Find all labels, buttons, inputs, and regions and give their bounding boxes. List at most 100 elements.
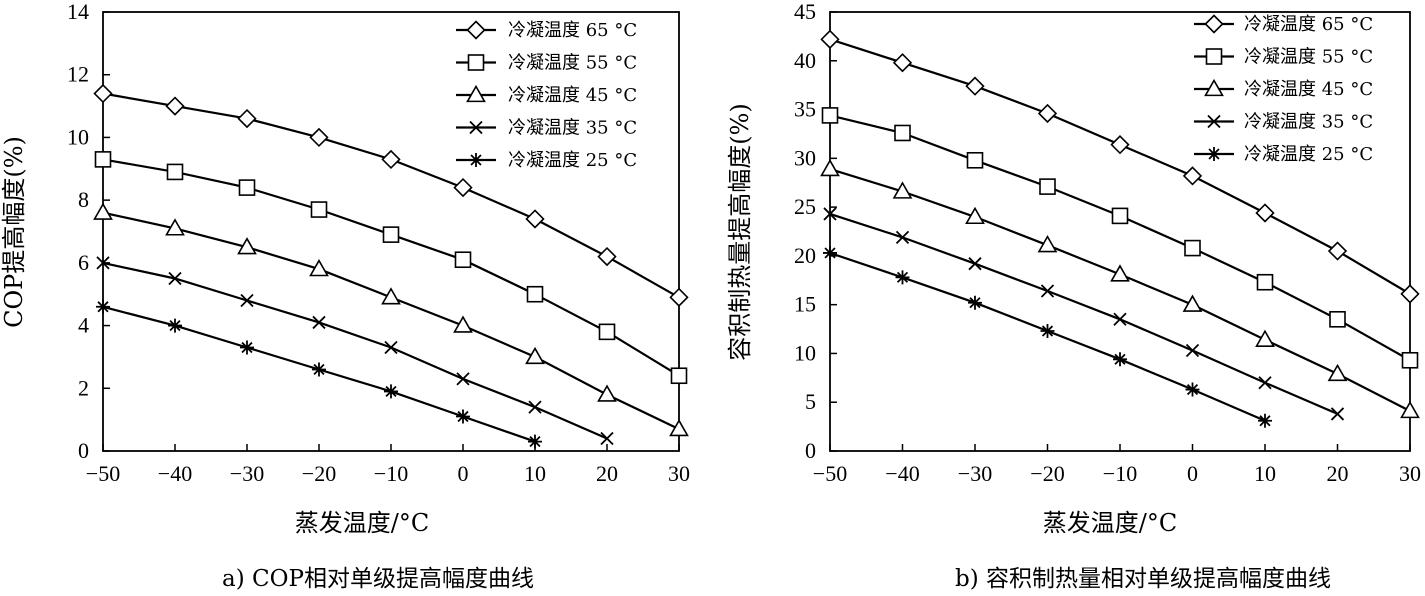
data-point-x — [1113, 312, 1127, 326]
data-point-square — [166, 163, 184, 181]
data-point-x — [600, 431, 614, 446]
data-point-square — [1256, 273, 1274, 291]
legend-label: 冷凝温度 55 °C — [1244, 47, 1373, 68]
x-tick-label: −10 — [374, 461, 408, 486]
x-axis-label-b: 蒸发温度/°C — [1043, 509, 1177, 537]
data-point-triangle — [965, 206, 985, 225]
data-point-x — [240, 293, 254, 308]
data-point-x — [168, 271, 182, 286]
x-tick-label: 10 — [1254, 461, 1276, 486]
data-point-square — [94, 151, 112, 168]
data-point-x — [312, 315, 326, 330]
data-point-x — [1040, 284, 1055, 298]
x-tick-label: 30 — [1399, 461, 1421, 486]
data-point-asterisk — [823, 245, 837, 260]
legend-marker-triangle — [1204, 78, 1224, 97]
data-point-diamond — [1110, 135, 1130, 155]
legend-marker-asterisk — [469, 153, 483, 167]
data-point-square — [238, 179, 256, 196]
series-line-diamond — [829, 38, 1411, 295]
data-point-diamond — [165, 96, 185, 116]
data-point-diamond — [669, 287, 689, 307]
data-point-diamond — [309, 127, 329, 148]
y-axis-label-a: COP提高幅度(%) — [0, 136, 28, 328]
data-point-diamond — [820, 29, 840, 49]
data-point-triangle — [892, 181, 913, 199]
legend-marker-triangle — [466, 84, 486, 103]
legend-b: 冷凝温度 65 °C 冷凝温度 55 °C 冷凝温度 45 °C 冷凝温度 35 °C… — [1194, 14, 1373, 165]
legend-marker-diamond — [466, 20, 486, 40]
data-point-asterisk — [1113, 352, 1127, 367]
data-point-square — [821, 107, 839, 124]
x-tick-label: −20 — [302, 461, 336, 486]
data-point-x — [456, 372, 470, 386]
y-tick-label: 2 — [78, 375, 89, 400]
legend-marker-x — [469, 120, 483, 135]
y-tick-label: 35 — [794, 97, 816, 122]
x-tick-label: −20 — [1030, 461, 1064, 486]
data-point-asterisk — [895, 270, 910, 285]
x-tick-label: 10 — [524, 461, 546, 486]
x-tick-label: 30 — [668, 461, 690, 486]
y-tick-label: 5 — [805, 389, 816, 414]
data-point-x — [1330, 407, 1345, 421]
y-tick-label: 6 — [78, 250, 89, 275]
legend-label: 冷凝温度 35 °C — [1244, 112, 1373, 133]
data-point-triangle — [237, 237, 257, 255]
legend-marker-diamond — [1204, 14, 1224, 34]
legend-label: 冷凝温度 45 °C — [508, 85, 637, 106]
data-point-triangle — [1327, 363, 1348, 382]
data-point-square — [1329, 310, 1346, 328]
x-tick-label: 0 — [1187, 461, 1198, 486]
data-point-triangle — [669, 418, 689, 437]
data-point-diamond — [1182, 166, 1203, 186]
x-tick-label: −50 — [813, 461, 847, 486]
data-point-square — [310, 201, 328, 218]
data-point-square — [670, 367, 688, 385]
data-point-triangle — [1400, 400, 1420, 419]
data-point-x — [1185, 343, 1200, 358]
x-tick-label: 0 — [458, 461, 469, 486]
data-point-asterisk — [1185, 382, 1200, 397]
data-point-x — [384, 340, 398, 355]
data-point-diamond — [965, 76, 985, 96]
data-point-x — [968, 257, 982, 271]
data-point-diamond — [1255, 203, 1275, 223]
legend-label: 冷凝温度 35 °C — [508, 118, 637, 139]
caption-b: b) 容积制热量相对单级提高幅度曲线 — [955, 566, 1331, 592]
series-group-b — [820, 29, 1420, 428]
legend-label: 冷凝温度 25 °C — [1244, 144, 1373, 165]
data-point-diamond — [597, 246, 617, 267]
data-point-square — [1184, 239, 1201, 257]
data-point-triangle — [1110, 264, 1130, 282]
legend-label: 冷凝温度 45 °C — [1244, 79, 1373, 100]
y-tick-label: 12 — [67, 62, 89, 87]
data-point-diamond — [892, 53, 913, 73]
data-point-asterisk — [1040, 324, 1055, 339]
data-point-asterisk — [968, 295, 982, 310]
x-tick-label: −30 — [958, 461, 992, 486]
panel-b: −50 −40 −30 −20 −10 0 10 20 30 0 5 10 15 20 25 30 35 40 45… — [726, 0, 1421, 592]
data-point-x — [1258, 376, 1272, 390]
data-point-asterisk — [240, 340, 254, 355]
tick-group-b: −50 −40 −30 −20 −10 0 10 20 30 0 5 10 15 20 25 30 35 40 45 — [794, 0, 1421, 486]
x-tick-label: 20 — [1327, 461, 1349, 486]
y-tick-label: 20 — [794, 243, 816, 268]
legend-label: 冷凝温度 55 °C — [508, 53, 637, 74]
y-tick-label: 40 — [794, 48, 816, 73]
y-axis-label-b: 容积制热量提高幅度(%) — [726, 103, 754, 361]
x-axis-label-a: 蒸发温度/°C — [295, 509, 429, 537]
y-tick-label: 10 — [794, 340, 816, 365]
data-point-x — [823, 207, 837, 221]
data-point-asterisk — [312, 362, 326, 377]
data-point-asterisk — [528, 434, 542, 449]
data-point-diamond — [237, 108, 257, 129]
legend-a: 冷凝温度 65 °C 冷凝温度 55 °C 冷凝温度 45 °C 冷凝温度 35 °C… — [456, 20, 637, 171]
data-point-square — [1111, 207, 1129, 225]
series-line-square — [102, 158, 680, 377]
x-tick-label: 20 — [596, 461, 618, 486]
data-point-triangle — [820, 158, 840, 177]
y-tick-label: 4 — [78, 313, 89, 338]
y-tick-label: 45 — [794, 0, 816, 24]
